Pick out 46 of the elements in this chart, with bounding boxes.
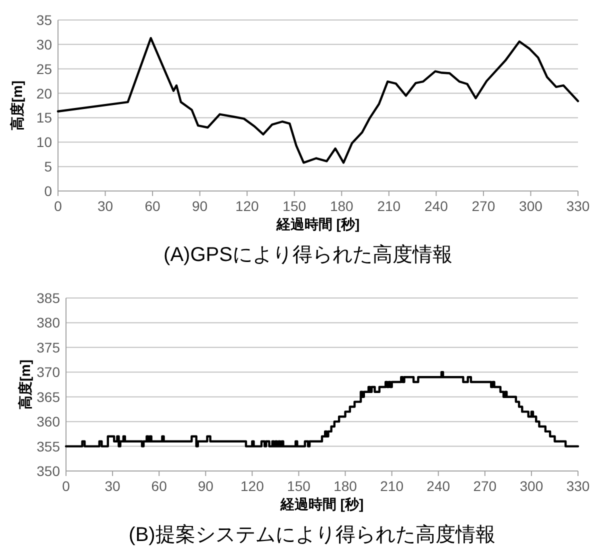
y-tick-label: 20	[36, 85, 52, 102]
y-axis-title: 高度[m]	[9, 80, 25, 130]
x-tick-label: 120	[235, 198, 259, 214]
x-tick-label: 270	[472, 198, 496, 214]
x-tick-label: 90	[192, 198, 208, 214]
x-tick-label: 330	[566, 198, 590, 214]
x-tick-label: 240	[426, 478, 450, 494]
x-tick-label: 120	[240, 478, 264, 494]
text: (B)提案システムにより得られた高度情報	[128, 523, 496, 546]
y-tick-label: 25	[36, 60, 52, 77]
x-tick-label: 30	[104, 478, 121, 494]
x-axis-title: 経過時間 [秒]	[279, 496, 364, 512]
x-axis-title: 経過時間 [秒]	[275, 216, 360, 232]
x-tick-label: 180	[334, 478, 358, 494]
y-tick-label: 370	[36, 364, 60, 380]
x-tick-label: 30	[97, 198, 114, 214]
x-tick-label: 270	[473, 478, 497, 494]
x-tick-label: 150	[287, 478, 311, 494]
x-tick-label: 210	[377, 198, 401, 214]
x-tick-label: 300	[519, 198, 543, 214]
y-tick-label: 0	[44, 183, 52, 199]
x-tick-label: 60	[151, 478, 168, 494]
y-axis-title: 高度[m]	[17, 360, 33, 410]
y-tick-label: 35	[36, 12, 52, 28]
y-tick-label: 350	[36, 463, 60, 479]
y-tick-label: 10	[36, 134, 52, 150]
y-tick-label: 360	[36, 414, 60, 430]
text: (A)GPSにより得られた高度情報	[164, 243, 452, 266]
y-tick-label: 375	[36, 339, 60, 356]
y-tick-label: 365	[36, 388, 60, 405]
x-tick-label: 180	[330, 198, 354, 214]
x-tick-label: 210	[380, 478, 404, 494]
x-tick-label: 0	[62, 478, 70, 494]
x-tick-label: 300	[520, 478, 544, 494]
x-tick-label: 240	[424, 198, 448, 214]
y-tick-label: 385	[36, 290, 60, 306]
y-tick-label: 30	[36, 36, 52, 52]
y-tick-label: 355	[36, 438, 60, 454]
y-tick-label: 380	[36, 314, 60, 331]
y-tick-label: 15	[36, 110, 52, 126]
line-series	[56, 36, 580, 164]
x-tick-label: 60	[144, 198, 161, 214]
x-tick-label: 90	[198, 478, 214, 494]
x-tick-label: 330	[566, 478, 590, 494]
y-tick-label: 5	[44, 158, 52, 175]
x-tick-label: 150	[282, 198, 306, 214]
